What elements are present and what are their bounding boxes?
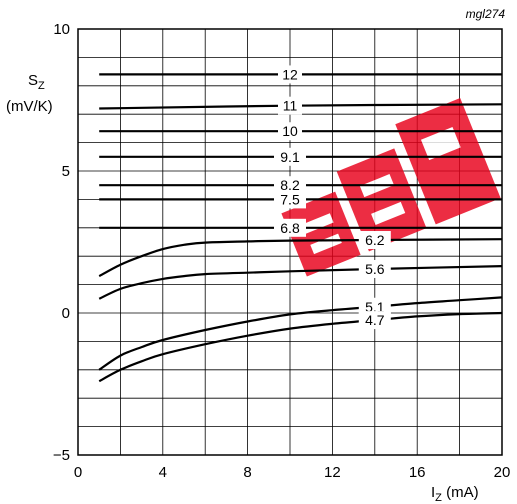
series-label-11: 11 [283,98,298,114]
y-tick-label: −5 [53,447,70,464]
x-tick-label: 20 [494,464,511,481]
series-label-5.6: 5.6 [365,261,385,277]
series-label-6.2: 6.2 [365,232,385,248]
watermark-gap [420,127,461,161]
x-tick-label: 4 [159,464,167,481]
series-label-bg [274,218,306,237]
y-axis-label: SZ [28,72,45,92]
series-label-4.7: 4.7 [365,312,385,328]
series-label-bg [274,190,306,209]
watermark-gap [310,233,342,255]
figure-reference: mgl274 [466,7,506,21]
series-label-12: 12 [282,66,298,82]
y-tick-label: 5 [62,163,70,180]
series-label-bg [274,176,306,195]
x-tick-label: 8 [243,464,251,481]
series-label-bg [358,311,391,330]
series-label-7.5: 7.5 [280,191,300,207]
x-tick-label: 0 [74,464,82,481]
series-label-9.1: 9.1 [280,149,300,165]
y-tick-label: 0 [62,305,70,322]
series-label-bg [278,96,302,115]
x-axis-label-main: I [431,484,435,501]
series-label-5.1: 5.1 [365,299,385,315]
x-tick-label: 16 [409,464,426,481]
x-tick-label: 12 [324,464,341,481]
series-label-bg [278,65,302,84]
series-label-bg [358,259,391,278]
y-axis-unit: (mV/K) [6,98,53,115]
x-axis-label-sub: Z [435,492,442,504]
x-axis-label-unit: (mA) [442,484,479,501]
y-tick-label: 10 [53,21,70,38]
series-label-bg [274,147,306,166]
series-label-8.2: 8.2 [280,177,300,193]
series-label-6.8: 6.8 [280,220,300,236]
series-label-10: 10 [282,123,298,139]
y-axis-label-sub: Z [38,80,45,92]
curves: 12 11 10 9.1 8.27.5 6.8 6.2 5.6 5.14.7 [98,65,503,383]
series-line-5.1 [98,296,503,371]
x-tick-labels: 0 4 8 12 16 20 [74,464,511,481]
watermark-block [395,98,501,225]
watermark-block [281,191,361,277]
grid [77,28,503,456]
series-label-bg [278,122,302,141]
x-axis-label: IZ (mA) [431,484,479,504]
plot-frame [77,28,503,456]
y-tick-labels: −5 0 5 10 [53,21,70,464]
watermark-gap [371,201,406,225]
y-axis-label-main: S [28,72,38,89]
series-line-4.7 [98,311,503,383]
series-line-5.6 [98,265,503,300]
series-label-bg [358,231,391,250]
